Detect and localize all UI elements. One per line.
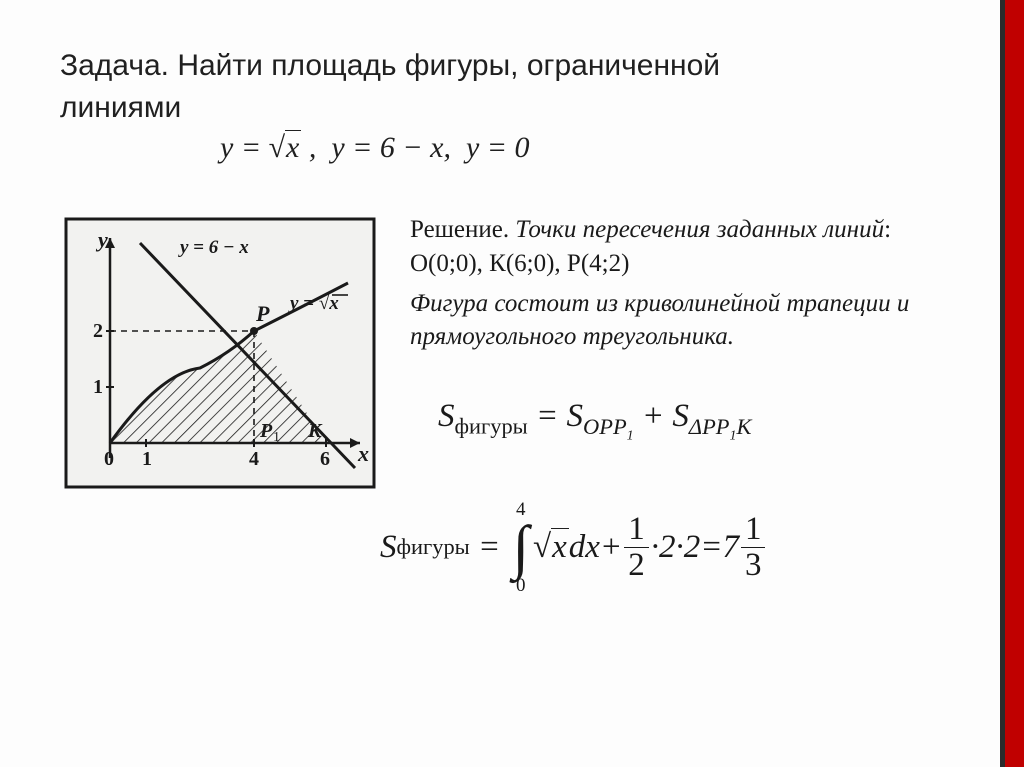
integral-symbol: 4 ∫ 0	[513, 500, 529, 595]
solution-rest: Точки пересечения заданных линий	[509, 216, 884, 243]
graph: y x 0 1 4 6 1 2 P P 1 K y = 6 − x y = √x	[60, 213, 380, 595]
svg-text:6: 6	[320, 448, 330, 470]
accent-bar	[1005, 0, 1024, 767]
svg-text:P: P	[259, 420, 273, 442]
svg-text:4: 4	[249, 448, 259, 470]
svg-text:P: P	[255, 301, 270, 326]
svg-text:0: 0	[104, 448, 114, 470]
svg-text:K: K	[307, 420, 323, 442]
content-row: y x 0 1 4 6 1 2 P P 1 K y = 6 − x y = √x…	[60, 213, 955, 595]
problem-title: Задача. Найти площадь фигуры, ограниченн…	[60, 45, 955, 87]
solution-lead: Решение.	[410, 216, 509, 243]
svg-text:y = 6 − x: y = 6 − x	[178, 237, 249, 258]
solution-p1: Решение. Точки пересечения заданных лини…	[410, 213, 955, 281]
svg-text:1: 1	[142, 448, 152, 470]
svg-text:x: x	[357, 441, 369, 466]
solution-p2: Фигура состоит из криволинейной трапеции…	[410, 287, 955, 355]
title-rest: Найти площадь фигуры, ограниченной	[169, 49, 720, 82]
svg-text:1: 1	[273, 430, 280, 445]
given-equations: y = √x , y = 6 − x, y = 0	[220, 131, 955, 165]
title-bold: Задача.	[60, 49, 169, 82]
svg-text:1: 1	[93, 376, 103, 398]
area-formula-sum: Sфигуры = SOPP1 + SΔPP1K	[438, 394, 955, 446]
svg-text:y = √x: y = √x	[288, 293, 339, 314]
svg-text:2: 2	[93, 320, 103, 342]
solution-text: Решение. Точки пересечения заданных лини…	[410, 213, 955, 595]
slide: Задача. Найти площадь фигуры, ограниченн…	[0, 0, 1005, 767]
title-line2: линиями	[60, 87, 955, 129]
area-formula-integral: Sфигуры = 4 ∫ 0 √x dx + 12 · 2 · 2 = 7 1…	[380, 500, 955, 595]
